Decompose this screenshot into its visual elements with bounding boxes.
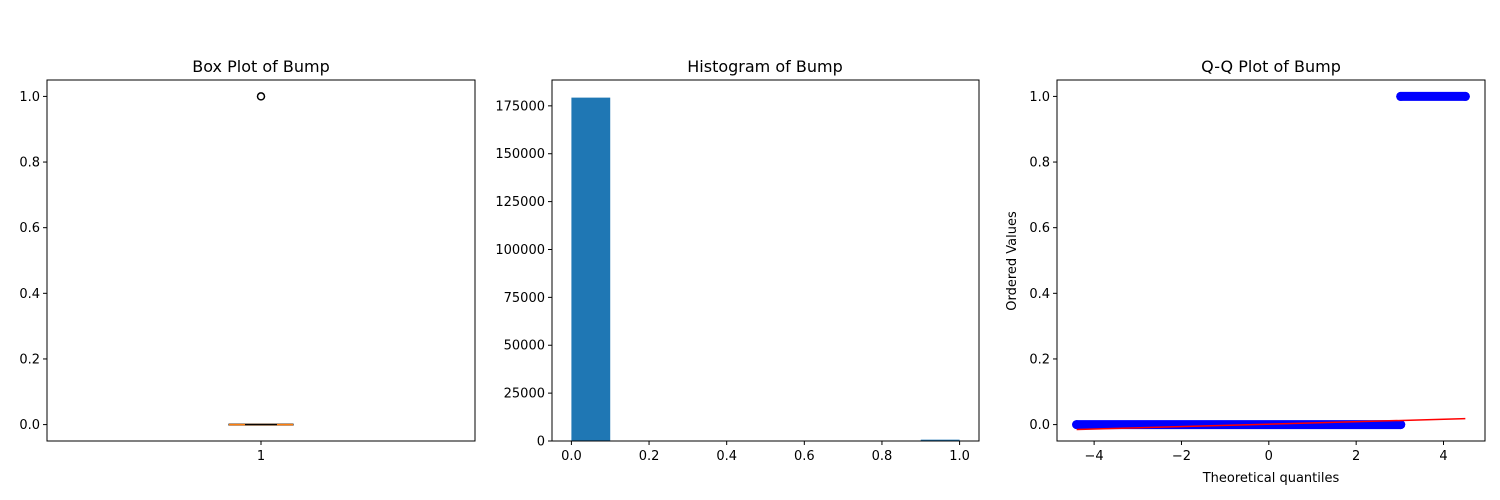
histogram-bar: [920, 439, 960, 441]
qq-plot-chart: Q-Q Plot of Bump Theoretical quantiles O…: [1005, 57, 1486, 486]
box-plot-ytick-label: 1.0: [19, 90, 40, 105]
box-plot-ytick-label: 0.0: [19, 418, 40, 433]
box-plot-ytick-label: 0.6: [19, 221, 40, 236]
qq-plot-xlabel: Theoretical quantiles: [1202, 471, 1340, 486]
histogram-ytick-label: 25000: [504, 387, 545, 402]
box-plot-ytick-label: 0.4: [19, 287, 40, 302]
qq-plot-xtick-label: 0: [1265, 449, 1273, 464]
histogram-ytick-label: 150000: [495, 147, 545, 162]
qq-plot-xtick-label: −4: [1085, 449, 1104, 464]
histogram-ytick-label: 75000: [504, 291, 545, 306]
box-plot-ytick-label: 0.8: [19, 156, 40, 171]
box-plot-outlier-point: [256, 92, 266, 101]
qq-plot-point: [1396, 420, 1406, 430]
qq-plot-axes-frame: [1056, 79, 1486, 442]
histogram-ytick-label: 175000: [495, 99, 545, 114]
qq-plot-xtick-label: 2: [1352, 449, 1360, 464]
qq-plot-xtick-label: 4: [1439, 449, 1447, 464]
qq-plot-ytick-label: 0.4: [1029, 287, 1050, 302]
box-plot-axes-frame: [46, 79, 476, 442]
histogram-ytick-label: 125000: [495, 195, 545, 210]
histogram-ytick-label: 100000: [495, 243, 545, 258]
qq-plot-ytick-label: 0.0: [1029, 418, 1050, 433]
qq-plot-ytick-label: 0.8: [1029, 156, 1050, 171]
histogram-xtick-label: 0.4: [716, 449, 737, 464]
box-plot-chart: Box Plot of Bump 0.0 0.2 0.4 0.6 0.8 1.0 1: [19, 57, 476, 464]
histogram-ytick-label: 0: [537, 435, 545, 450]
histogram-title: Histogram of Bump: [687, 57, 842, 76]
qq-plot-point: [1072, 420, 1082, 430]
histogram-xtick-label: 0.0: [561, 449, 582, 464]
qq-plot-ytick-label: 0.6: [1029, 221, 1050, 236]
box-plot-title: Box Plot of Bump: [192, 57, 329, 76]
qq-plot-ylabel: Ordered Values: [1005, 211, 1020, 311]
histogram-xtick-label: 0.6: [794, 449, 815, 464]
qq-plot-point: [1396, 91, 1406, 101]
histogram-bar: [571, 97, 611, 442]
histogram-xtick-label: 0.2: [639, 449, 660, 464]
qq-plot-title: Q-Q Plot of Bump: [1201, 57, 1341, 76]
histogram-axes-frame: [551, 79, 980, 442]
histogram-xtick-label: 0.8: [872, 449, 893, 464]
box-plot-xtick-label: 1: [257, 449, 265, 464]
qq-plot-ytick-label: 1.0: [1029, 90, 1050, 105]
qq-plot-ytick-label: 0.2: [1029, 352, 1050, 367]
qq-plot-point: [1460, 91, 1470, 101]
qq-plot-xtick-label: −2: [1172, 449, 1191, 464]
histogram-xtick-label: 1.0: [949, 449, 970, 464]
histogram-ytick-label: 50000: [504, 339, 545, 354]
box-plot-ytick-label: 0.2: [19, 352, 40, 367]
qq-plot-fit-line: [1076, 417, 1466, 431]
histogram-chart: Histogram of Bump 0 25000 50000 75000 100000…: [495, 57, 980, 464]
